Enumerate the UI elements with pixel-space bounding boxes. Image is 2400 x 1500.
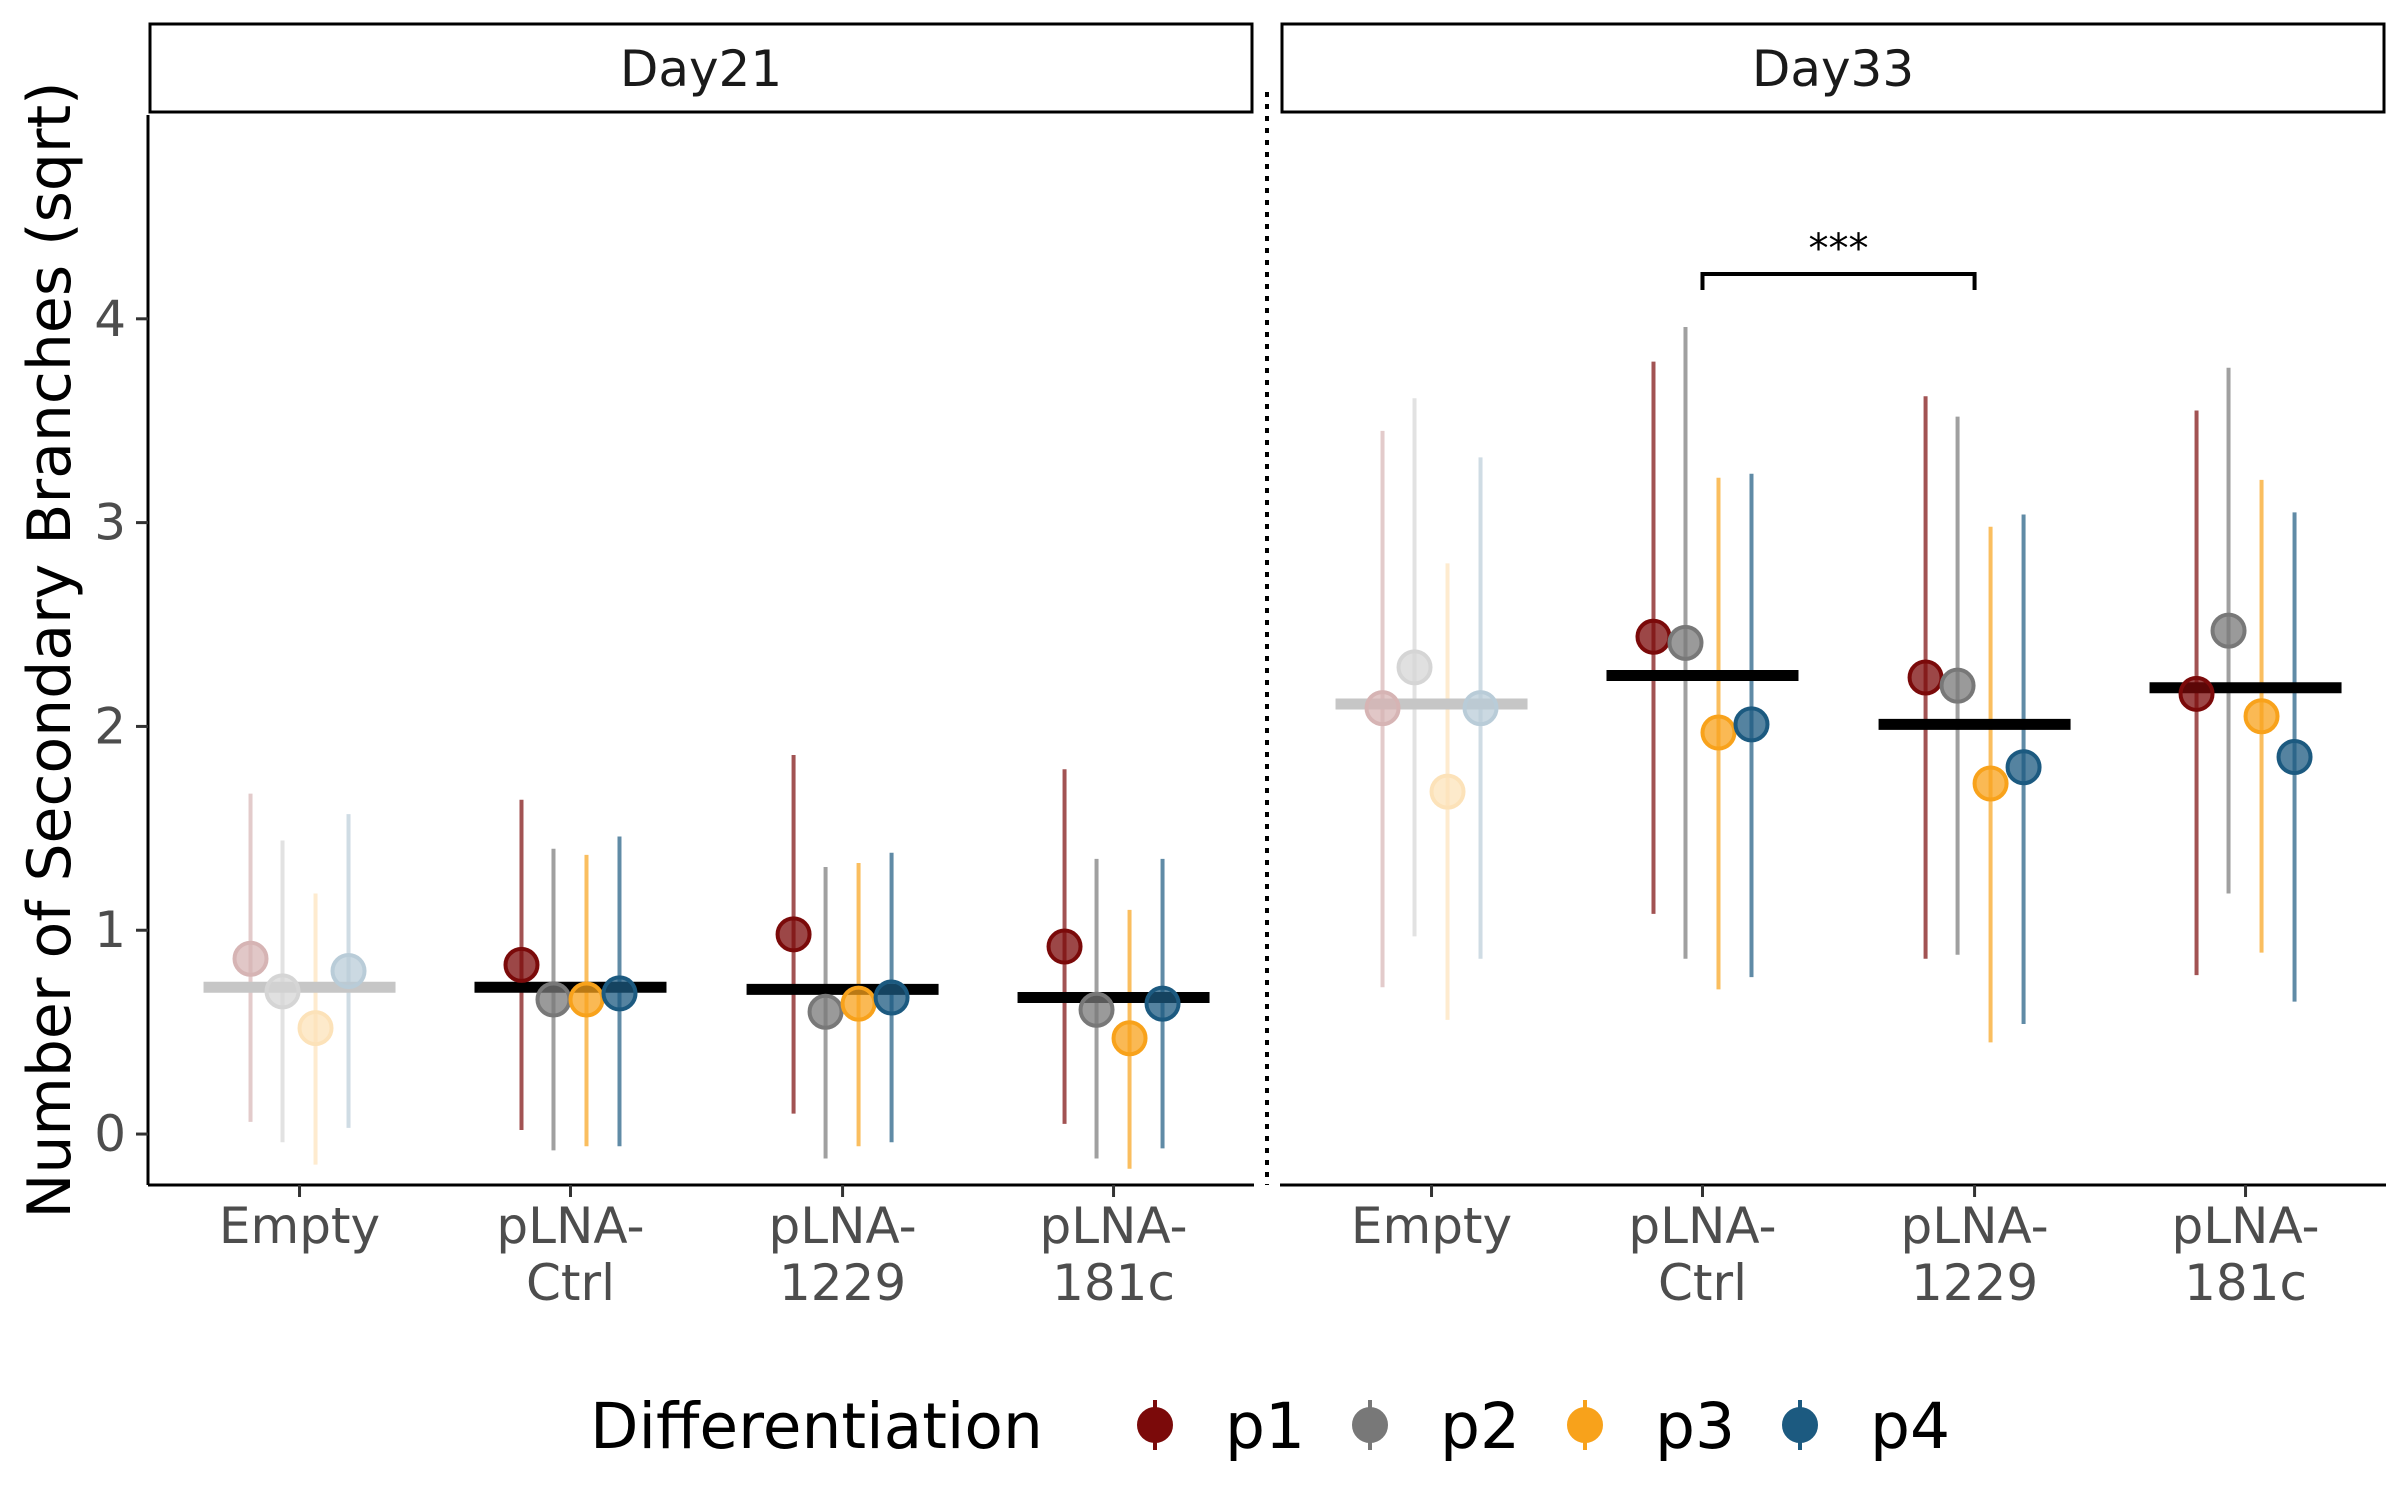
x-tick-label: Empty xyxy=(219,1197,380,1255)
significance-bracket xyxy=(1700,271,1977,290)
x-tick-label: pLNA- xyxy=(768,1197,916,1255)
x-tick-label: 1229 xyxy=(1911,1254,2038,1312)
legend-entry-p4: p4 xyxy=(1782,1390,1950,1463)
point-p1 xyxy=(1364,690,1401,727)
legend-label: p4 xyxy=(1870,1390,1950,1463)
point-p2 xyxy=(2210,612,2247,649)
x-tick-label: 181c xyxy=(2184,1254,2307,1312)
y-tick-label: 1 xyxy=(94,901,126,959)
point-p4 xyxy=(2005,749,2042,786)
legend-entry-p1: p1 xyxy=(1137,1390,1305,1463)
y-axis-title: Number of Secondary Branches (sqrt) xyxy=(15,81,85,1218)
point-p1 xyxy=(1635,618,1672,655)
x-tick-label: pLNA- xyxy=(1039,1197,1187,1255)
legend-label: p3 xyxy=(1655,1390,1735,1463)
point-p2 xyxy=(264,973,301,1010)
group-1 xyxy=(1606,326,1799,990)
legend-key-point xyxy=(1352,1407,1388,1443)
legend-title: Differentiation xyxy=(590,1390,1043,1463)
x-tick-label: 1229 xyxy=(779,1254,906,1312)
point-p4 xyxy=(1733,706,1770,743)
point-p3 xyxy=(1111,1020,1148,1057)
legend-label: p1 xyxy=(1225,1390,1305,1463)
legend-key-point xyxy=(1782,1407,1818,1443)
point-p3 xyxy=(1972,765,2009,802)
group-3 xyxy=(1017,769,1210,1169)
point-p2 xyxy=(807,993,844,1030)
point-p4 xyxy=(1462,690,1499,727)
group-1 xyxy=(474,799,667,1151)
x-tick-label: pLNA- xyxy=(496,1197,644,1255)
point-p1 xyxy=(2178,675,2215,712)
y-tick-label: 3 xyxy=(94,494,126,552)
point-p3 xyxy=(1429,773,1466,810)
point-p2 xyxy=(1078,991,1115,1028)
legend-key-point xyxy=(1137,1407,1173,1443)
point-p4 xyxy=(330,953,367,989)
x-tick-label: pLNA- xyxy=(1900,1197,2048,1255)
y-tick-label: 4 xyxy=(94,290,126,348)
group-2 xyxy=(1878,396,2071,1043)
x-tick-label: 181c xyxy=(1052,1254,1175,1312)
legend-key-point xyxy=(1567,1407,1603,1443)
strip-box xyxy=(148,22,1254,114)
point-p1 xyxy=(775,916,812,953)
point-p2 xyxy=(1396,649,1433,686)
x-tick-label: Ctrl xyxy=(526,1254,615,1312)
strip-label: Day21 xyxy=(620,40,782,98)
group-2 xyxy=(746,754,939,1159)
point-p1 xyxy=(503,946,540,983)
x-tick-label: pLNA- xyxy=(2171,1197,2319,1255)
y-tick-label: 2 xyxy=(94,697,126,755)
point-p4 xyxy=(601,975,638,1012)
point-p4 xyxy=(1144,985,1181,1022)
point-p2 xyxy=(1939,667,1976,704)
point-p1 xyxy=(1907,659,1944,696)
significance-label: *** xyxy=(1809,226,1869,272)
strip-label: Day33 xyxy=(1752,40,1914,98)
x-tick-label: Empty xyxy=(1351,1197,1512,1255)
x-tick-label: Ctrl xyxy=(1658,1254,1747,1312)
point-p1 xyxy=(232,940,269,977)
point-p3 xyxy=(568,981,605,1018)
y-tick-label: 0 xyxy=(94,1105,126,1163)
point-p3 xyxy=(2243,698,2280,735)
legend: Differentiation p1 p2 p3 p4 xyxy=(590,1390,1950,1463)
strip-box xyxy=(1280,22,2386,114)
legend-entry-p2: p2 xyxy=(1352,1390,1520,1463)
point-p2 xyxy=(1667,624,1704,661)
point-p1 xyxy=(1046,928,1083,965)
point-p4 xyxy=(2276,739,2313,775)
x-tick-label: pLNA- xyxy=(1628,1197,1776,1255)
legend-entry-p3: p3 xyxy=(1567,1390,1735,1463)
point-p4 xyxy=(873,979,910,1016)
point-p3 xyxy=(840,985,877,1022)
legend-label: p2 xyxy=(1440,1390,1520,1463)
point-p2 xyxy=(535,981,572,1018)
group-0 xyxy=(1335,398,1528,1020)
group-0 xyxy=(203,793,396,1165)
point-p3 xyxy=(1700,714,1737,751)
point-p3 xyxy=(297,1010,334,1047)
group-3 xyxy=(2149,367,2342,1002)
